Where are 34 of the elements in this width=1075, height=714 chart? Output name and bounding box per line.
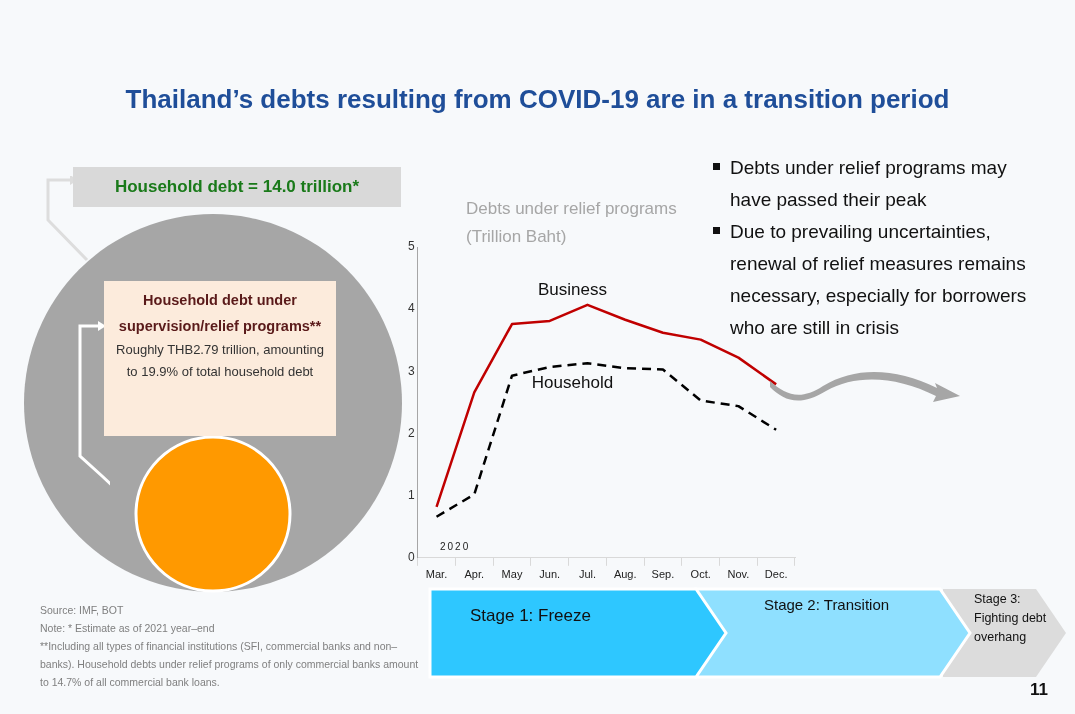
text: Debts under relief programs may have passed their peak	[730, 157, 1007, 210]
text: Stage 1: Freeze	[470, 606, 591, 626]
y-axis-title: Debts under relief programs (Trillion Baht)	[466, 198, 678, 248]
chart-title: Thailand’s debts resulting from COVID-19 are in a transition period	[124, 84, 951, 115]
y-tick-label: 1	[407, 487, 415, 502]
annotation: Due to prevailing uncertainties, renewal of relief measures remains necessary, especially for borrowers who are still in crisis	[730, 221, 1027, 338]
series-label: Business	[537, 280, 607, 299]
text: Stage 3: Fighting debt overhang	[974, 591, 1048, 646]
x-tick-label: Jul.	[578, 568, 597, 581]
x-tick-label: Mar.	[425, 568, 448, 581]
x-tick-label: Sep.	[651, 568, 675, 581]
x-tick-label: Apr.	[464, 568, 485, 581]
y-tick-label: 5	[407, 239, 415, 254]
text: Household debt = 14.0 trillion*	[73, 167, 401, 207]
y-tick-label: 3	[407, 363, 415, 378]
x-tick-label: Dec.	[764, 568, 788, 581]
x-tick-label: Oct.	[690, 568, 711, 581]
source-note: Source: IMF, BOT	[40, 603, 125, 618]
x-tick-label: Jun.	[539, 568, 561, 581]
text: Note: * Estimate as of 2021 year–end	[40, 621, 216, 636]
text: Roughly THB2.79 trillion, amounting to 19.9% of total household debt	[115, 341, 325, 381]
text: Household debt under supervision/relief programs**	[117, 291, 323, 336]
text: Stage 2: Transition	[764, 596, 890, 613]
line-series	[435, 361, 778, 519]
series-label: Household	[531, 373, 614, 393]
text: **Including all types of financial institutions (SFI, commercial banks and non–banks). Household debts under relief programs of only commercial banks amount to 14.7% of all commercial bank loans.	[40, 639, 420, 690]
annotation: 2020	[440, 541, 471, 552]
y-tick-label: 4	[407, 301, 415, 316]
y-tick-label: 0	[407, 550, 415, 565]
text: 11	[1030, 680, 1048, 700]
y-tick-label: 2	[407, 425, 415, 440]
x-tick-label: Nov.	[727, 568, 750, 581]
x-tick-label: Aug.	[613, 568, 637, 581]
x-tick-label: May	[501, 568, 523, 581]
